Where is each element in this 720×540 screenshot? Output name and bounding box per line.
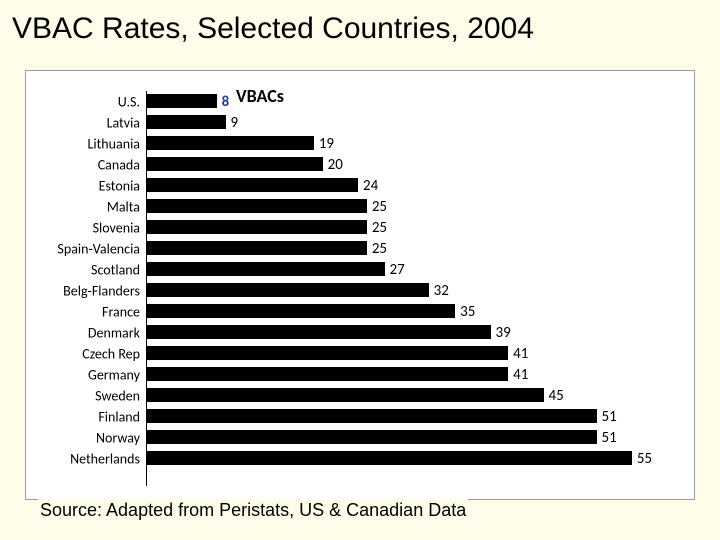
country-label: Lithuania: [88, 135, 146, 152]
country-label: Canada: [98, 156, 146, 173]
bar-value: 25: [372, 240, 387, 258]
bar-value: 9: [231, 114, 239, 132]
country-label: U.S.: [118, 93, 146, 110]
bar-value: 39: [496, 324, 511, 342]
bar-row: Sweden45: [146, 385, 676, 406]
bar-value: 45: [549, 387, 564, 405]
country-label: Netherlands: [70, 450, 146, 467]
bar: [146, 178, 358, 192]
bar-row: Spain-Valencia25: [146, 238, 676, 259]
bar-row: Finland51: [146, 406, 676, 427]
country-label: Sweden: [95, 387, 146, 404]
bar-row: Denmark39: [146, 322, 676, 343]
bar-value: 55: [637, 450, 652, 468]
bar: [146, 157, 323, 171]
bar-row: Czech Rep41: [146, 343, 676, 364]
bar: [146, 409, 597, 423]
source-caption: Source: Adapted from Peristats, US & Can…: [38, 499, 468, 522]
bar-value: 25: [372, 198, 387, 216]
slide: VBAC Rates, Selected Countries, 2004 VBA…: [0, 0, 720, 540]
bar: [146, 388, 544, 402]
bar: [146, 283, 429, 297]
country-label: Slovenia: [93, 219, 146, 236]
bar-row: Estonia24: [146, 175, 676, 196]
country-label: Germany: [88, 366, 146, 383]
bar-row: Malta25: [146, 196, 676, 217]
bar-value: 24: [363, 177, 378, 195]
bar-value: 51: [602, 429, 617, 447]
country-label: Denmark: [88, 324, 146, 341]
bar-value: 32: [434, 282, 449, 300]
plot-area: U.S.8Latvia9Lithuania19Canada20Estonia24…: [146, 91, 676, 486]
bar-row: Germany41: [146, 364, 676, 385]
page-title: VBAC Rates, Selected Countries, 2004: [12, 12, 708, 46]
bar: [146, 262, 385, 276]
country-label: Latvia: [107, 114, 146, 131]
country-label: Finland: [98, 408, 146, 425]
bar-value: 20: [328, 156, 343, 174]
bar-row: Netherlands55: [146, 448, 676, 469]
country-label: Belg-Flanders: [63, 282, 146, 299]
bar: [146, 136, 314, 150]
bar-value: 27: [390, 261, 405, 279]
bar-row: Norway51: [146, 427, 676, 448]
bar-value: 8: [222, 93, 230, 111]
chart-container: VBACs U.S.8Latvia9Lithuania19Canada20Est…: [25, 70, 695, 500]
country-label: Malta: [107, 198, 146, 215]
bar: [146, 220, 367, 234]
bar-rows: U.S.8Latvia9Lithuania19Canada20Estonia24…: [146, 91, 676, 469]
bar: [146, 304, 455, 318]
bar: [146, 325, 491, 339]
bar-row: Belg-Flanders32: [146, 280, 676, 301]
bar-value: 19: [319, 135, 334, 153]
bar-row: Slovenia25: [146, 217, 676, 238]
country-label: Estonia: [99, 177, 146, 194]
bar: [146, 367, 508, 381]
bar-row: Latvia9: [146, 112, 676, 133]
country-label: Czech Rep: [82, 345, 146, 362]
bar-row: France35: [146, 301, 676, 322]
bar: [146, 241, 367, 255]
bar: [146, 346, 508, 360]
bar-value: 51: [602, 408, 617, 426]
bar: [146, 199, 367, 213]
country-label: Norway: [96, 429, 146, 446]
bar-row: Lithuania19: [146, 133, 676, 154]
bar-value: 35: [460, 303, 475, 321]
country-label: Scotland: [91, 261, 146, 278]
bar: [146, 115, 226, 129]
bar-value: 41: [513, 345, 528, 363]
bar: [146, 430, 597, 444]
bar-row: U.S.8: [146, 91, 676, 112]
country-label: Spain-Valencia: [57, 240, 146, 257]
bar: [146, 451, 632, 465]
bar-row: Scotland27: [146, 259, 676, 280]
bar-value: 41: [513, 366, 528, 384]
country-label: France: [102, 303, 146, 320]
bar-value: 25: [372, 219, 387, 237]
bar-row: Canada20: [146, 154, 676, 175]
bar: [146, 94, 217, 108]
